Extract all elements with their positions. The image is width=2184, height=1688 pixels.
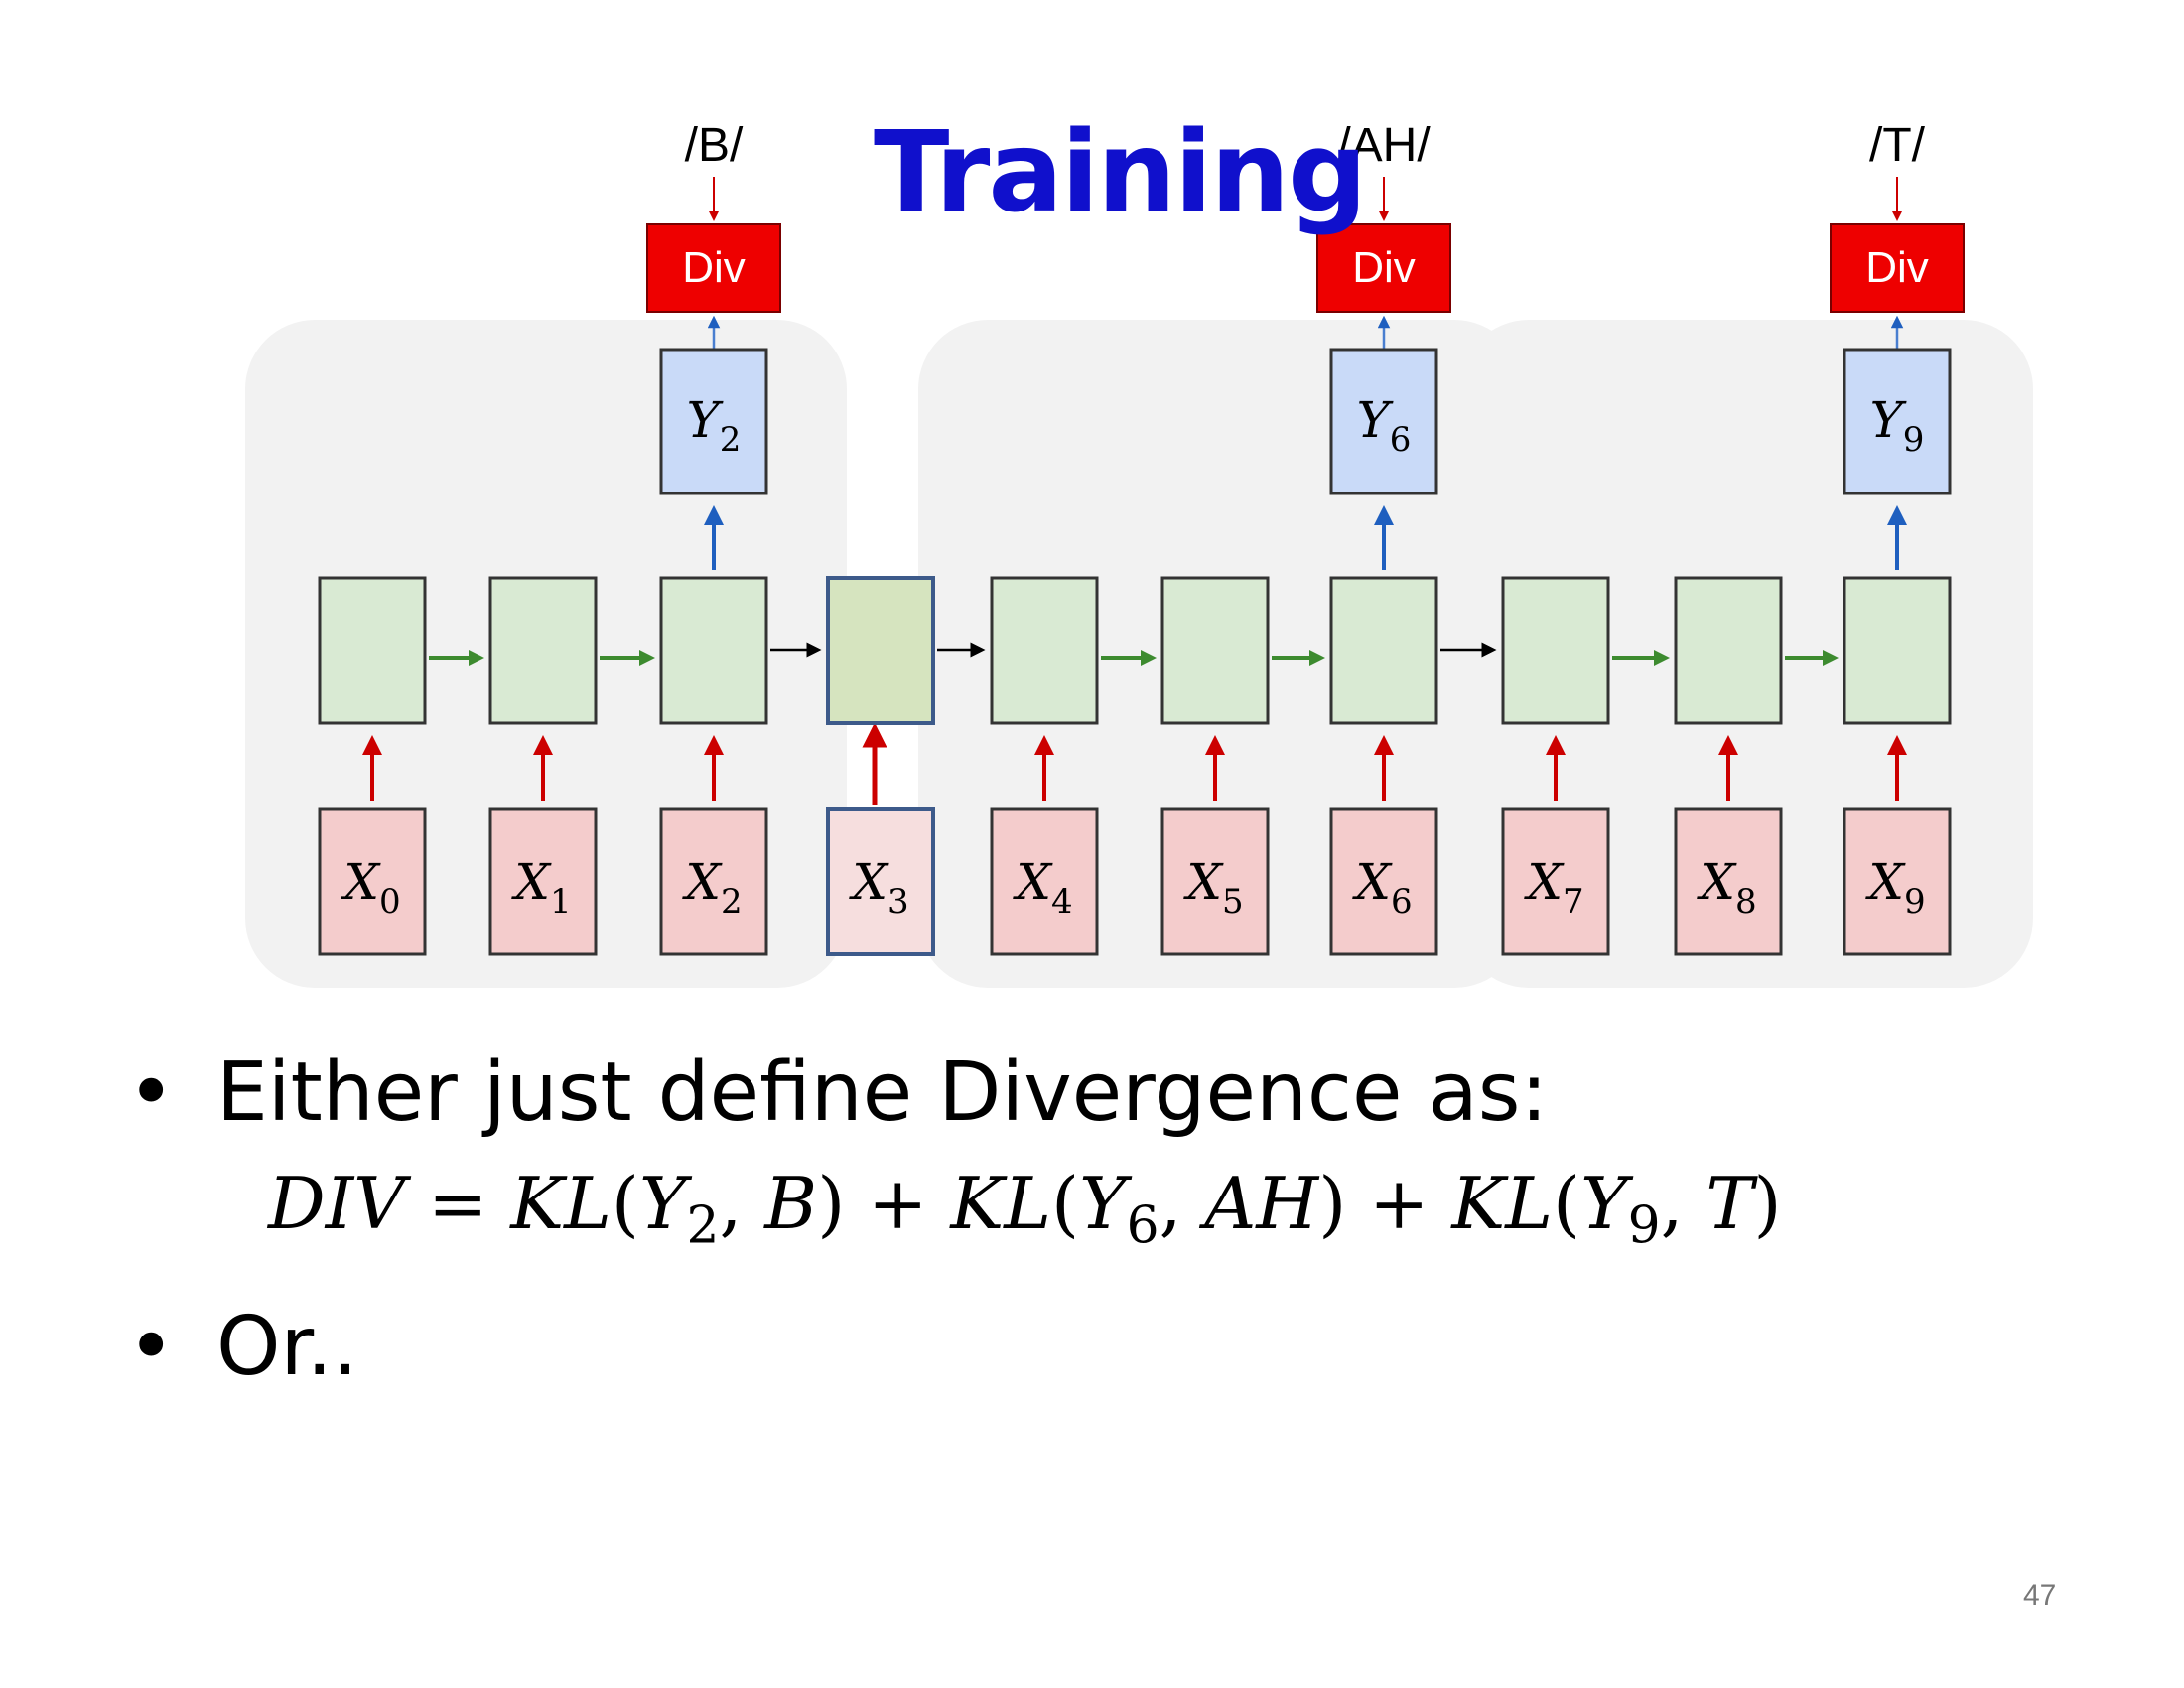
hidden-state-box [826, 576, 935, 725]
hidden-state-box [488, 576, 598, 725]
slide-title: Training [874, 108, 1367, 237]
hidden-state-box [1843, 576, 1952, 725]
input-label: X9 [1864, 853, 1925, 921]
formula-target: B [764, 1162, 818, 1245]
divergence-label: Div [682, 243, 746, 292]
input-box [1329, 807, 1438, 956]
bullet-text: Or.. [216, 1300, 358, 1394]
formula-paren: ) [1318, 1162, 1347, 1245]
divergence-box [1316, 223, 1451, 313]
formula-comma: , [719, 1162, 765, 1245]
bullet-dot-icon: • [127, 1046, 176, 1140]
bullet-item: • Or.. [127, 1307, 358, 1388]
formula-comma: , [1660, 1162, 1706, 1245]
bullet-dot-icon: • [127, 1300, 176, 1394]
bullet-item: • Either just define Divergence as: [127, 1053, 1548, 1134]
hidden-state-box [1501, 576, 1610, 725]
formula-paren: ) [1753, 1162, 1782, 1245]
input-box [1501, 807, 1610, 956]
output-box [659, 348, 768, 495]
formula-subscript: 9 [1627, 1196, 1661, 1256]
divergence-formula: DIV = KL(Y2, B) + KL(Y6, AH) + KL(Y9, T) [268, 1168, 1782, 1252]
formula-output: Y [638, 1162, 687, 1245]
formula-function: KL [950, 1162, 1052, 1245]
hidden-state-box [1329, 576, 1438, 725]
output-label: Y9 [1870, 391, 1925, 460]
hidden-state-box [990, 576, 1099, 725]
formula-plus: + [845, 1162, 951, 1245]
formula-function: KL [510, 1162, 612, 1245]
divergence-label: Div [1352, 243, 1416, 292]
target-label: /AH/ [1337, 119, 1431, 172]
input-box [990, 807, 1099, 956]
target-label: /B/ [685, 119, 744, 172]
formula-output: Y [1580, 1162, 1628, 1245]
input-box [1843, 807, 1952, 956]
input-box [1160, 807, 1270, 956]
input-box [488, 807, 598, 956]
hidden-state-box [318, 576, 427, 725]
formula-target: T [1706, 1162, 1754, 1245]
formula-lhs: DIV [268, 1162, 429, 1245]
formula-comma: , [1159, 1162, 1205, 1245]
bullet-text: Either just define Divergence as: [216, 1046, 1549, 1140]
formula-subscript: 2 [686, 1196, 720, 1256]
input-label: X5 [1182, 853, 1243, 921]
hidden-state-box [1160, 576, 1270, 725]
formula-equals: = [428, 1162, 511, 1245]
target-label: /T/ [1869, 119, 1926, 172]
output-box [1329, 348, 1438, 495]
input-box [1674, 807, 1783, 956]
formula-paren: ( [1051, 1162, 1080, 1245]
input-box [659, 807, 768, 956]
formula-function: KL [1451, 1162, 1554, 1245]
hidden-state-box [659, 576, 768, 725]
hidden-state-box [1674, 576, 1783, 725]
divergence-box [646, 223, 781, 313]
divergence-label: Div [1865, 243, 1929, 292]
formula-paren: ( [611, 1162, 639, 1245]
formula-subscript: 6 [1126, 1196, 1160, 1256]
formula-paren: ) [817, 1162, 846, 1245]
formula-output: Y [1079, 1162, 1127, 1245]
output-box [1843, 348, 1952, 495]
input-label: X2 [681, 853, 742, 921]
formula-paren: ( [1553, 1162, 1581, 1245]
input-box [318, 807, 427, 956]
formula-target: AH [1204, 1162, 1319, 1245]
input-box [826, 807, 935, 956]
page-number: 47 [2023, 1579, 2057, 1612]
formula-plus: + [1346, 1162, 1452, 1245]
divergence-box [1830, 223, 1965, 313]
